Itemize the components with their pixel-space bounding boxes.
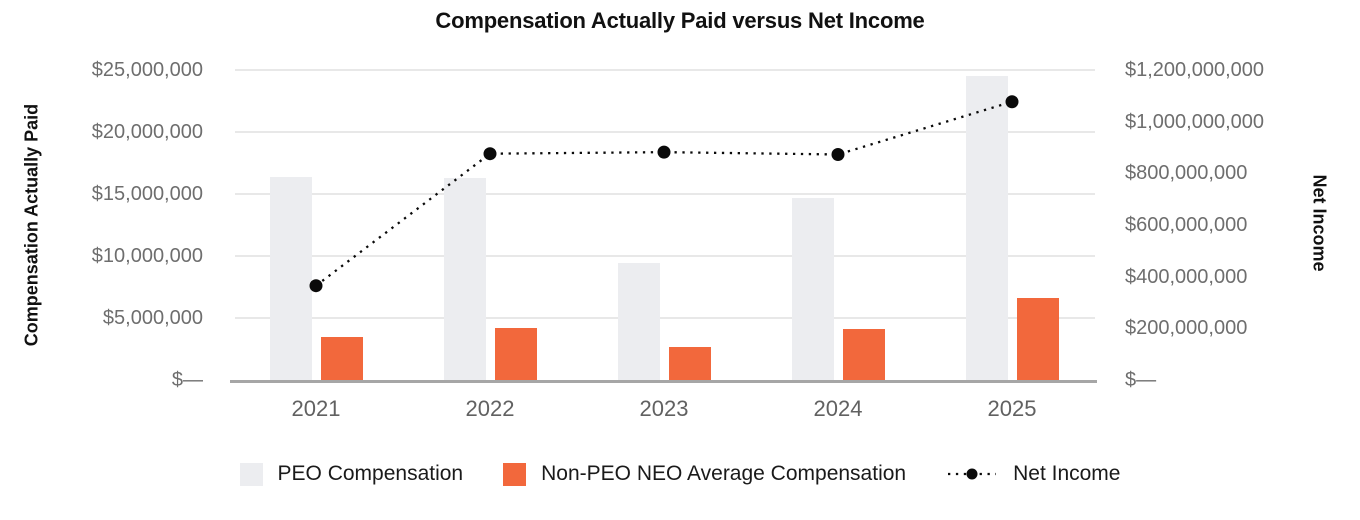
right-axis-tick-label: $200,000,000 bbox=[1125, 317, 1248, 340]
right-axis-tick-label: $800,000,000 bbox=[1125, 162, 1248, 185]
right-axis-tick-label: $— bbox=[1125, 369, 1157, 391]
legend-label: Non-PEO NEO Average Compensation bbox=[541, 462, 907, 485]
legend-label: Net Income bbox=[1013, 462, 1121, 485]
net-income-point-2022 bbox=[483, 147, 497, 161]
gridline bbox=[235, 69, 1095, 71]
x-axis-label-2023: 2023 bbox=[639, 396, 689, 421]
right-axis-tick-label: $1,000,000,000 bbox=[1125, 110, 1265, 133]
legend-item-net-income: Net Income bbox=[946, 462, 1120, 486]
non-peo-swatch-icon bbox=[503, 462, 527, 486]
bar-peo-2023 bbox=[618, 263, 660, 380]
net-income-point-2023 bbox=[657, 145, 671, 159]
bar-non-peo-2023 bbox=[669, 346, 711, 380]
left-axis-tick-label: $10,000,000 bbox=[91, 245, 203, 267]
left-axis-title: Compensation Actually Paid bbox=[21, 103, 42, 347]
peo-swatch-icon bbox=[239, 462, 263, 486]
x-axis-label-2021: 2021 bbox=[291, 396, 341, 421]
net-income-point-2024 bbox=[831, 147, 845, 161]
left-axis-tick-label: $25,000,000 bbox=[91, 59, 203, 81]
bar-non-peo-2022 bbox=[495, 327, 537, 380]
legend: PEO Compensation Non-PEO NEO Average Comp… bbox=[0, 462, 1360, 486]
bar-non-peo-2021 bbox=[321, 336, 363, 380]
bar-non-peo-2024 bbox=[843, 329, 885, 380]
bar-peo-2025 bbox=[966, 76, 1008, 380]
chart-title: Compensation Actually Paid versus Net In… bbox=[435, 8, 925, 33]
left-axis-tick-label: $5,000,000 bbox=[102, 307, 203, 329]
legend-item-non-peo: Non-PEO NEO Average Compensation bbox=[503, 462, 906, 486]
right-axis-title: Net Income bbox=[1309, 174, 1330, 272]
bar-peo-2021 bbox=[270, 176, 312, 380]
bar-peo-2022 bbox=[444, 177, 486, 380]
x-axis-label-2025: 2025 bbox=[987, 396, 1037, 421]
x-axis-label-2022: 2022 bbox=[465, 396, 515, 421]
net-income-line-icon bbox=[948, 468, 997, 480]
bar-non-peo-2025 bbox=[1017, 298, 1059, 380]
gridline bbox=[235, 317, 1095, 319]
legend-label: PEO Compensation bbox=[277, 462, 464, 485]
left-axis-tick-label: $20,000,000 bbox=[91, 121, 203, 143]
left-axis-tick-label: $— bbox=[171, 369, 203, 391]
right-axis-tick-label: $400,000,000 bbox=[1125, 265, 1248, 288]
legend-item-peo: PEO Compensation bbox=[239, 462, 464, 486]
bar-peo-2024 bbox=[792, 197, 834, 380]
right-axis-tick-label: $1,200,000,000 bbox=[1125, 59, 1265, 81]
right-axis-tick-label: $600,000,000 bbox=[1125, 214, 1248, 236]
x-axis-label-2024: 2024 bbox=[813, 396, 863, 421]
x-axis-baseline bbox=[230, 380, 1097, 383]
left-axis-tick-label: $15,000,000 bbox=[91, 183, 203, 205]
